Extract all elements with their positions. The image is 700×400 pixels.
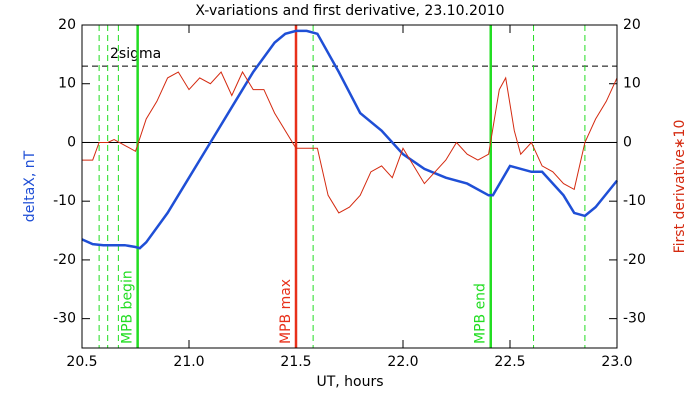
x-tick-label: 21.5 — [280, 354, 311, 370]
series-line — [82, 70, 618, 214]
x-tick-label: 23.0 — [601, 354, 632, 370]
x-tick-label: 22.0 — [387, 354, 418, 370]
x-tick-label: 20.5 — [66, 354, 97, 370]
y-tick-label: 0 — [67, 134, 76, 150]
y-tick-label: -10 — [53, 193, 76, 209]
y2-tick-label: -30 — [623, 311, 646, 327]
series-line — [81, 29, 618, 250]
y-axis-label: deltaX, nT — [22, 150, 38, 222]
plot-frame — [81, 24, 618, 349]
y2-tick-label: 10 — [623, 76, 641, 92]
y-tick-label: -30 — [53, 311, 76, 327]
x-tick-label: 22.5 — [494, 354, 525, 370]
x-tick-label: 21.0 — [173, 354, 204, 370]
y2-tick-label: 20 — [623, 17, 641, 33]
y-tick-label: 20 — [58, 17, 76, 33]
y-axis-label: First derivative∗10 — [672, 120, 688, 254]
event-label: MPB end — [473, 283, 489, 344]
y2-tick-label: -10 — [623, 193, 646, 209]
x-axis-label: UT, hours — [316, 374, 383, 390]
y-tick-label: -20 — [53, 252, 76, 268]
event-label: MPB max — [278, 279, 294, 344]
event-label: MPB begin — [120, 270, 136, 344]
chart-title: X-variations and first derivative, 23.10… — [195, 3, 504, 19]
y-tick-label: 10 — [58, 76, 76, 92]
reference-label: 2sigma — [110, 46, 161, 62]
y2-tick-label: 0 — [623, 134, 632, 150]
y2-tick-label: -20 — [623, 252, 646, 268]
